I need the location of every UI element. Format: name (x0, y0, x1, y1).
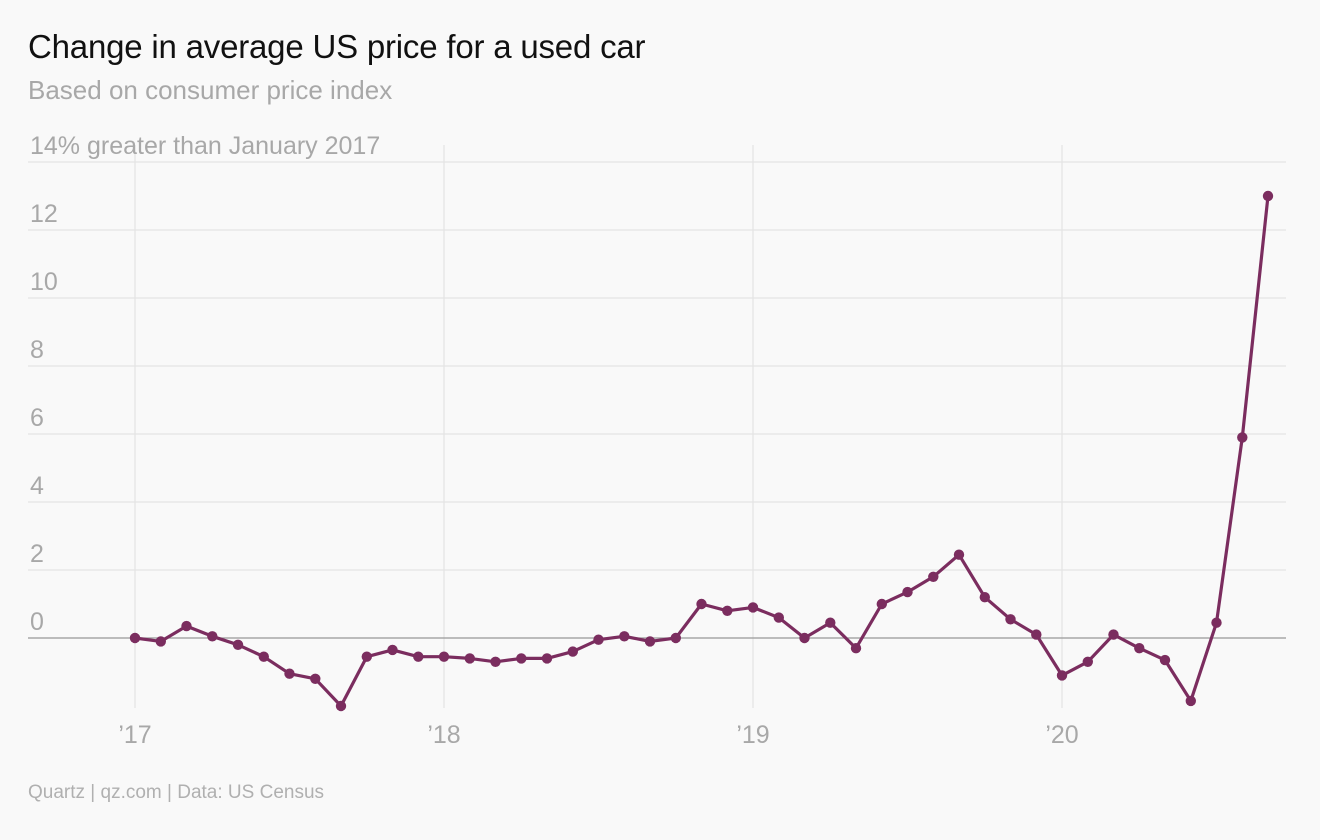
series-line (134, 195, 1270, 708)
chart-title: Change in average US price for a used ca… (28, 28, 646, 65)
data-point (1211, 617, 1222, 628)
data-point (619, 631, 630, 642)
y-axis-tick-labels: 0 2 4 6 8 10 12 (30, 200, 58, 636)
data-point (644, 636, 656, 647)
x-tick-label: ’17 (118, 721, 151, 749)
data-point (567, 646, 578, 657)
data-point (799, 632, 810, 644)
data-point (1056, 670, 1068, 681)
data-point (413, 651, 424, 662)
data-point (361, 651, 372, 662)
data-point (747, 602, 759, 613)
data-point (181, 620, 192, 632)
data-point (284, 668, 295, 679)
data-point (232, 639, 244, 650)
data-point (902, 586, 913, 598)
horizontal-gridlines (28, 161, 1286, 571)
data-point (438, 651, 450, 662)
data-point (335, 700, 347, 712)
x-tick-label: ’20 (1045, 721, 1078, 749)
data-point (593, 634, 604, 645)
data-point (979, 592, 990, 603)
y-tick-label: 8 (30, 336, 44, 364)
y-tick-label: 0 (30, 608, 44, 636)
data-points (129, 190, 1274, 712)
data-point (953, 549, 965, 560)
data-point (541, 653, 553, 664)
data-point (1005, 614, 1016, 625)
data-point (773, 612, 784, 623)
chart-subtitle: Based on consumer price index (28, 75, 393, 105)
data-point (1082, 656, 1094, 667)
data-point (516, 653, 527, 664)
data-point (464, 653, 475, 664)
data-point (825, 617, 836, 628)
data-point (490, 656, 501, 667)
data-point (928, 571, 939, 582)
y-tick-label: 2 (30, 540, 44, 568)
y-tick-label: 12 (30, 200, 58, 228)
source-credit: Quartz | qz.com | Data: US Census (28, 782, 325, 803)
y-tick-label: 4 (30, 472, 44, 500)
data-point (258, 651, 269, 662)
data-point (1262, 190, 1274, 202)
data-point (1159, 654, 1171, 666)
data-point (207, 631, 218, 642)
y-tick-label: 10 (30, 268, 58, 296)
y-tick-label: 6 (30, 404, 44, 432)
data-point (850, 643, 862, 654)
data-point (722, 605, 733, 616)
data-point (155, 636, 166, 647)
data-point (670, 632, 681, 644)
data-point (387, 644, 398, 656)
data-point (1108, 629, 1119, 640)
data-point (696, 598, 707, 610)
vertical-gridlines (134, 145, 1063, 708)
x-tick-label: ’19 (736, 721, 769, 749)
data-point (1031, 629, 1042, 640)
data-point (1237, 432, 1248, 443)
data-point (310, 673, 321, 684)
data-point (129, 632, 141, 644)
data-point (876, 598, 887, 610)
data-point (1134, 643, 1145, 654)
x-tick-label: ’18 (427, 721, 460, 749)
data-point (1185, 695, 1197, 707)
x-axis-tick-labels: ’17 ’18 ’19 ’20 (118, 721, 1078, 749)
y-axis-top-label: 14% greater than January 2017 (30, 132, 380, 160)
